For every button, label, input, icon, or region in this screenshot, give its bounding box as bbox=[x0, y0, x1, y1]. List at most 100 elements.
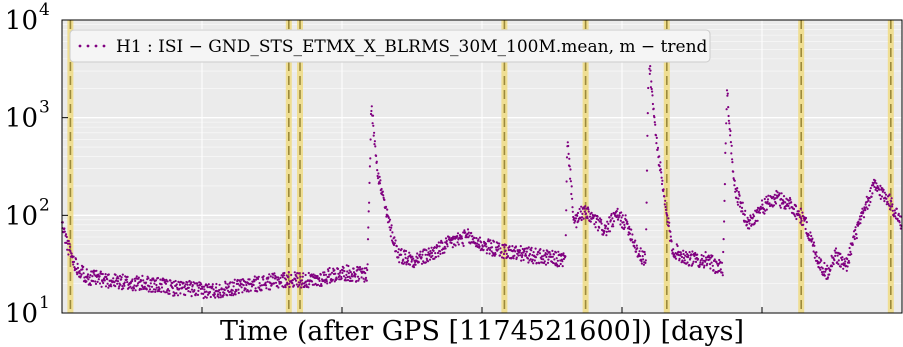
data-point bbox=[171, 281, 174, 284]
data-point bbox=[568, 165, 571, 168]
data-point bbox=[288, 282, 291, 285]
data-point bbox=[175, 283, 178, 286]
data-point bbox=[201, 287, 204, 290]
data-point bbox=[888, 193, 891, 196]
data-point bbox=[222, 294, 225, 297]
data-point bbox=[375, 154, 378, 157]
data-point bbox=[441, 241, 444, 244]
data-point bbox=[179, 292, 182, 295]
data-point bbox=[721, 271, 724, 274]
data-point bbox=[885, 197, 888, 200]
data-point bbox=[340, 277, 343, 280]
data-point bbox=[744, 209, 747, 212]
data-point bbox=[151, 290, 154, 293]
data-point bbox=[347, 272, 350, 275]
data-point bbox=[382, 194, 385, 197]
data-point bbox=[683, 259, 686, 262]
data-point bbox=[606, 227, 610, 230]
data-point bbox=[333, 280, 336, 283]
data-point bbox=[718, 269, 721, 272]
data-point bbox=[735, 196, 738, 200]
data-point bbox=[234, 293, 237, 296]
data-point bbox=[118, 285, 121, 288]
data-point bbox=[520, 255, 524, 259]
data-point bbox=[727, 106, 730, 109]
data-point bbox=[871, 192, 874, 195]
data-point bbox=[555, 257, 558, 260]
data-point bbox=[371, 114, 375, 117]
data-point bbox=[724, 151, 727, 154]
data-point bbox=[147, 277, 150, 280]
data-point bbox=[473, 236, 476, 239]
data-point bbox=[737, 197, 740, 200]
data-point bbox=[778, 204, 782, 207]
data-point bbox=[366, 238, 370, 241]
y-tick-label: 10 bbox=[5, 104, 38, 134]
data-point bbox=[745, 223, 748, 226]
data-point bbox=[361, 267, 364, 270]
data-point bbox=[336, 267, 340, 270]
data-point bbox=[868, 204, 871, 207]
data-point bbox=[823, 261, 826, 265]
data-point bbox=[782, 200, 785, 203]
data-point bbox=[761, 203, 764, 206]
data-point bbox=[640, 260, 643, 263]
legend: H1 : ISI − GND_STS_ETMX_X_BLRMS_30M_100M… bbox=[69, 29, 711, 63]
data-point bbox=[565, 156, 569, 159]
data-point bbox=[342, 266, 345, 269]
data-point bbox=[639, 247, 642, 250]
data-point bbox=[142, 279, 145, 282]
data-point bbox=[328, 281, 332, 284]
data-point bbox=[219, 293, 222, 296]
data-point bbox=[169, 279, 172, 282]
data-point bbox=[865, 206, 868, 209]
data-point bbox=[356, 268, 359, 271]
data-point bbox=[379, 179, 382, 182]
data-point bbox=[373, 140, 376, 143]
data-point bbox=[733, 179, 736, 182]
data-point bbox=[86, 273, 90, 276]
data-point bbox=[121, 285, 124, 288]
data-point bbox=[681, 260, 684, 263]
data-point bbox=[684, 251, 688, 254]
data-point bbox=[404, 249, 408, 253]
data-point bbox=[687, 254, 690, 257]
data-point bbox=[338, 274, 341, 277]
data-point bbox=[454, 244, 457, 247]
data-point bbox=[562, 257, 566, 261]
data-point bbox=[358, 266, 362, 269]
data-point bbox=[163, 278, 166, 281]
data-point bbox=[230, 292, 234, 295]
data-point bbox=[795, 217, 798, 221]
data-point bbox=[88, 282, 92, 285]
data-point bbox=[702, 255, 705, 258]
data-point bbox=[79, 275, 82, 278]
data-point bbox=[699, 259, 702, 262]
data-point bbox=[518, 249, 522, 252]
y-tick-exponent: 2 bbox=[39, 195, 50, 215]
data-point bbox=[474, 242, 477, 245]
data-point bbox=[443, 251, 446, 254]
data-point bbox=[534, 256, 538, 259]
data-point bbox=[606, 220, 609, 223]
data-point bbox=[890, 200, 893, 203]
data-point bbox=[833, 249, 836, 252]
data-point bbox=[621, 214, 624, 217]
data-point bbox=[853, 235, 856, 238]
data-point bbox=[235, 289, 238, 292]
data-point bbox=[773, 193, 776, 196]
data-point bbox=[890, 197, 893, 200]
y-tick-label: 10 bbox=[5, 299, 38, 329]
data-point bbox=[701, 261, 704, 264]
data-point bbox=[519, 254, 522, 257]
data-point bbox=[612, 225, 615, 228]
data-point bbox=[524, 252, 527, 256]
data-point bbox=[286, 281, 289, 284]
data-point bbox=[630, 238, 634, 241]
data-point bbox=[143, 285, 146, 288]
data-point bbox=[436, 245, 439, 248]
data-point bbox=[352, 267, 355, 270]
data-point bbox=[855, 237, 858, 240]
data-point bbox=[136, 284, 139, 287]
data-point bbox=[326, 268, 330, 271]
